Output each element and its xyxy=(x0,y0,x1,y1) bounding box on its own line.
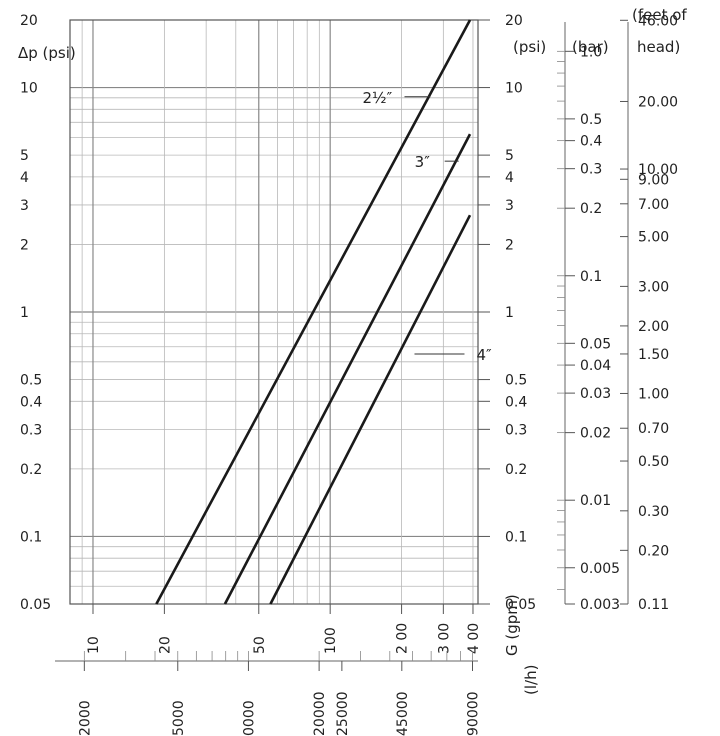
x-axis-title-gpm: G (gpm) xyxy=(503,594,521,656)
bar-tick-label: 0.04 xyxy=(580,358,611,374)
head-tick-label: 0.20 xyxy=(638,543,669,559)
grid-layer xyxy=(69,19,479,605)
bar-tick-label: 0.005 xyxy=(580,561,620,577)
y-axis-right-title: (psi) xyxy=(513,38,546,56)
head-tick-label: 9.00 xyxy=(638,172,669,188)
head-tick-label: 20.00 xyxy=(638,94,678,110)
head-tick-label: 2.00 xyxy=(638,319,669,335)
series-line-2 xyxy=(223,133,472,605)
y-tick-label-right: 3 xyxy=(505,198,514,214)
bar-tick-label: 0.05 xyxy=(580,336,611,352)
head-tick-label: 7.00 xyxy=(638,197,669,213)
bar-tick-label: 0.02 xyxy=(580,426,611,442)
y-tick-label-right: 0.1 xyxy=(505,529,527,545)
head-tick-label: 5.00 xyxy=(638,230,669,246)
x-tick-label-gpm: 20 xyxy=(157,636,173,654)
y-tick-label-left: 1 xyxy=(20,305,29,321)
head-axis-title-line1: (feet of xyxy=(632,6,687,24)
x-tick-label-gpm: 100 xyxy=(323,627,339,654)
series-line-1 xyxy=(155,19,472,605)
y-tick-label-left: 2 xyxy=(20,237,29,253)
y-tick-label-right: 0.5 xyxy=(505,373,527,389)
bar-tick-label: 0.003 xyxy=(580,597,620,613)
y-tick-label-right: 5 xyxy=(505,148,514,164)
y-tick-label-left: 0.3 xyxy=(20,422,42,438)
y-tick-label-left: 0.5 xyxy=(20,373,42,389)
y-tick-label-right: 4 xyxy=(505,170,514,186)
bar-tick-label: 0.4 xyxy=(580,134,602,150)
head-tick-label: 0.50 xyxy=(638,454,669,470)
y-tick-label-left: 5 xyxy=(20,148,29,164)
y-tick-label-right: 2 xyxy=(505,237,514,253)
head-tick-label: 1.50 xyxy=(638,347,669,363)
head-tick-label: 46.00 xyxy=(638,13,678,29)
head-tick-label: 0.70 xyxy=(638,421,669,437)
bar-tick-label: 0.1 xyxy=(580,269,602,285)
y-tick-label-right: 0.3 xyxy=(505,422,527,438)
x-tick-label-gpm: 10 xyxy=(86,636,102,654)
x-tick-label-lh: 0000 xyxy=(241,700,257,736)
y-tick-label-left: 0.1 xyxy=(20,529,42,545)
x-tick-label-lh: 20000 xyxy=(312,691,328,736)
x-tick-label-gpm: 2 00 xyxy=(395,623,411,654)
y-tick-label-left: 3 xyxy=(20,198,29,214)
x-tick-label-gpm: 3 00 xyxy=(436,623,452,654)
series-label-3: 4″ xyxy=(476,346,492,364)
bar-tick-label: 0.2 xyxy=(580,201,602,217)
y-tick-label-right: 10 xyxy=(505,81,523,97)
series-line-3 xyxy=(269,214,472,605)
head-tick-label: 3.00 xyxy=(638,279,669,295)
x-tick-label-gpm: 50 xyxy=(252,636,268,654)
y-tick-label-right: 0.4 xyxy=(505,394,527,410)
x-tick-label-lh: 25000 xyxy=(335,691,351,736)
series-label-1: 2½″ xyxy=(362,89,392,107)
head-tick-label: 0.11 xyxy=(638,597,669,613)
bar-tick-label: 1.0 xyxy=(580,44,602,60)
y-tick-label-right: 0.2 xyxy=(505,462,527,478)
y-tick-label-right: 0.05 xyxy=(505,597,536,613)
y-tick-label-right: 20 xyxy=(505,13,523,29)
head-tick-label: 0.30 xyxy=(638,504,669,520)
series-label-2: 3″ xyxy=(415,153,431,171)
x-tick-label-gpm: 4 00 xyxy=(466,623,482,654)
y-tick-label-left: 0.05 xyxy=(20,597,51,613)
head-axis-title-line2: head) xyxy=(637,38,680,56)
bar-tick-label: 0.03 xyxy=(580,386,611,402)
bar-axis-title: (bar) xyxy=(572,38,609,56)
y-tick-label-left: 20 xyxy=(20,13,38,29)
y-axis-title: Δp (psi) xyxy=(18,44,76,62)
bar-tick-label: 0.3 xyxy=(580,162,602,178)
y-tick-label-left: 0.4 xyxy=(20,394,42,410)
series-layer: 2½″ 3″ 4″ xyxy=(155,19,492,605)
x-tick-label-lh: 5000 xyxy=(171,700,187,736)
x-tick-label-lh: 90000 xyxy=(465,691,481,736)
x-axis-title-lh: (l/h) xyxy=(522,665,540,695)
bar-tick-label: 0.5 xyxy=(580,112,602,128)
x-tick-label-lh: 2000 xyxy=(77,700,93,736)
y-tick-label-left: 4 xyxy=(20,170,29,186)
head-tick-label: 1.00 xyxy=(638,386,669,402)
head-tick-label: 10.00 xyxy=(638,162,678,178)
x-tick-label-lh: 45000 xyxy=(395,691,411,736)
y-tick-label-left: 0.2 xyxy=(20,462,42,478)
bar-tick-label: 0.01 xyxy=(580,493,611,509)
y-tick-label-left: 10 xyxy=(20,81,38,97)
y-tick-label-right: 1 xyxy=(505,305,514,321)
